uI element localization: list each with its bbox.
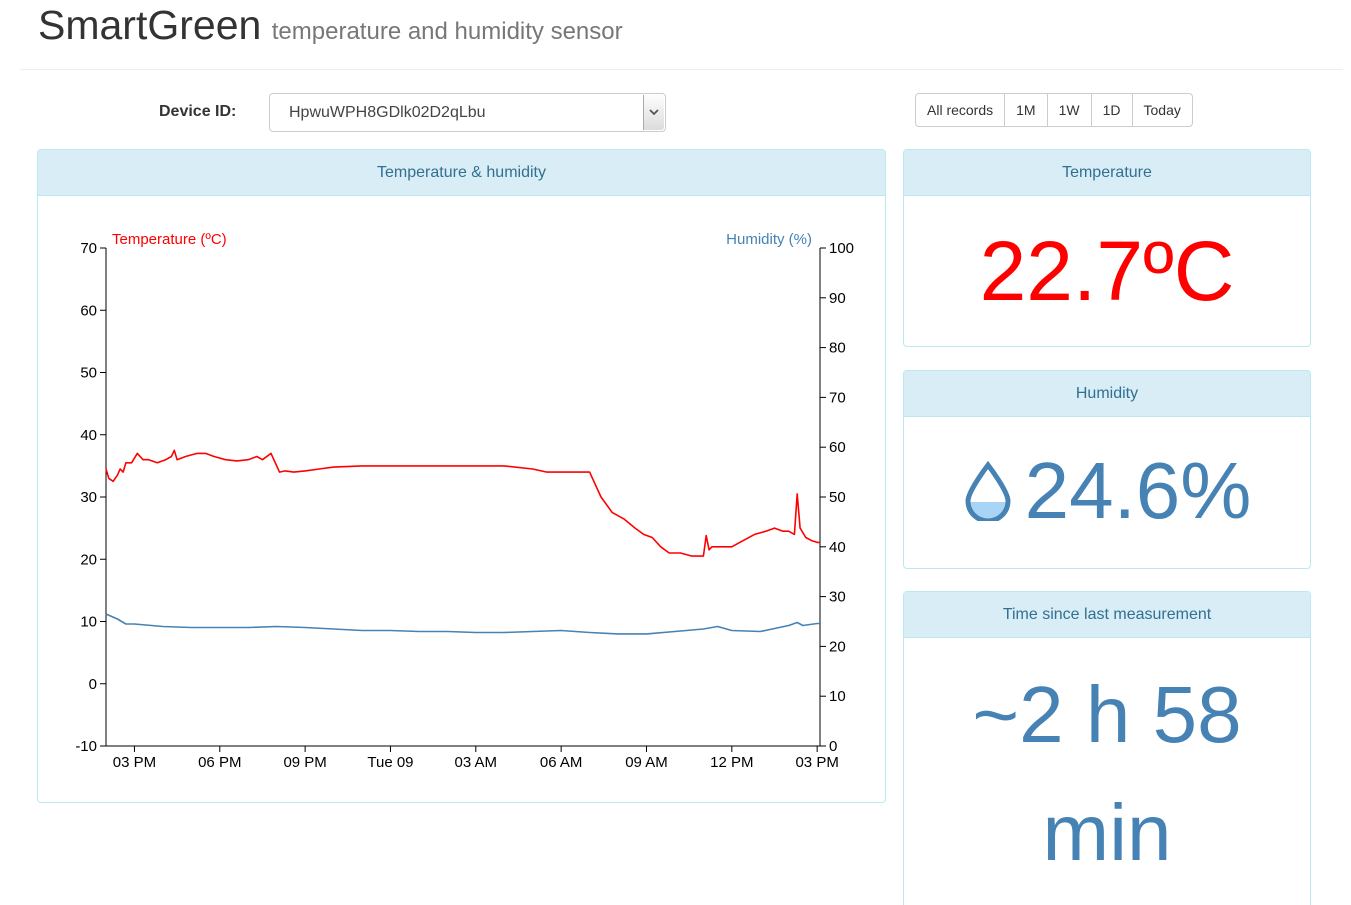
right-y-tick-label: 90: [829, 290, 846, 307]
humidity-series-line: [105, 613, 820, 635]
one-month-button[interactable]: 1M: [1004, 93, 1048, 127]
left-y-tick-label: 30: [80, 489, 97, 506]
right-y-tick-label: 80: [829, 340, 846, 357]
x-tick-label: 03 AM: [455, 754, 498, 771]
left-y-tick-label: 50: [80, 365, 97, 382]
x-tick-label: 09 PM: [283, 754, 326, 771]
right-y-tick-label: 50: [829, 489, 846, 506]
left-y-tick-label: 20: [80, 551, 97, 568]
right-y-tick-label: 10: [829, 688, 846, 705]
right-y-tick-label: 20: [829, 638, 846, 655]
one-day-button[interactable]: 1D: [1090, 93, 1133, 127]
right-y-tick-label: 0: [829, 738, 837, 755]
time-since-panel-title: Time since last measurement: [904, 592, 1310, 638]
app-title: SmartGreen: [38, 2, 262, 48]
all-records-button[interactable]: All records: [915, 93, 1006, 127]
temperature-axis-label: Temperature (ºC): [112, 231, 227, 248]
chart-panel-title: Temperature & humidity: [38, 150, 885, 196]
temperature-panel-title: Temperature: [904, 150, 1310, 196]
x-tick-label: 09 AM: [625, 754, 668, 771]
x-tick-label: 03 PM: [113, 754, 156, 771]
select-arrow[interactable]: [643, 95, 664, 130]
device-id-label: Device ID:: [159, 103, 237, 120]
humidity-panel: Humidity 24.6%: [903, 370, 1311, 569]
right-y-tick-label: 30: [829, 589, 846, 606]
current-humidity: 24.6%: [904, 449, 1310, 533]
left-y-tick-label: 10: [80, 614, 97, 631]
x-tick-label: 03 PM: [795, 754, 838, 771]
left-y-tick-label: -10: [75, 738, 97, 755]
x-tick-label: 06 AM: [540, 754, 583, 771]
temperature-humidity-chart: -10 0 10 20 30 40 50 60 70 0 10 20 30 40 50 60 70 80 90 100…: [75, 231, 854, 771]
device-id-value: HpwuWPH8GDlk02D2qLbu: [289, 104, 486, 121]
left-y-tick-label: 40: [80, 427, 97, 444]
page-header: SmartGreen temperature and humidity sens…: [38, 2, 623, 49]
current-temperature-value: 22.7ºC: [979, 224, 1235, 318]
water-drop-icon: [965, 461, 1011, 521]
chevron-down-icon: [649, 109, 659, 116]
one-week-button[interactable]: 1W: [1046, 93, 1092, 127]
right-y-tick-label: 100: [829, 240, 854, 257]
left-y-tick-label: 60: [80, 302, 97, 319]
x-tick-label: 12 PM: [710, 754, 753, 771]
left-y-tick-label: 70: [80, 240, 97, 257]
right-y-tick-label: 70: [829, 389, 846, 406]
chart-panel: Temperature & humidity -10 0 10 20 30 40 50 60 7…: [37, 149, 886, 803]
current-humidity-value: 24.6%: [1024, 446, 1252, 535]
device-id-select[interactable]: HpwuWPH8GDlk02D2qLbu: [269, 93, 666, 132]
right-y-tick-label: 40: [829, 539, 846, 556]
x-tick-label: Tue 09: [367, 754, 413, 771]
header-divider: [20, 69, 1343, 70]
time-since-panel: Time since last measurement ~2 h 58 min: [903, 591, 1311, 905]
temperature-series-line: [105, 449, 820, 557]
left-y-tick-label: 0: [89, 676, 97, 693]
time-since-value: ~2 h 58 min: [972, 670, 1242, 877]
humidity-panel-title: Humidity: [904, 371, 1310, 417]
humidity-axis-label: Humidity (%): [726, 231, 812, 248]
today-button[interactable]: Today: [1131, 93, 1193, 127]
app-subtitle: temperature and humidity sensor: [271, 18, 623, 45]
time-range-button-group: All records 1M 1W 1D Today: [915, 93, 1193, 127]
right-y-tick-label: 60: [829, 439, 846, 456]
x-tick-label: 06 PM: [198, 754, 241, 771]
temperature-panel: Temperature 22.7ºC: [903, 149, 1311, 347]
